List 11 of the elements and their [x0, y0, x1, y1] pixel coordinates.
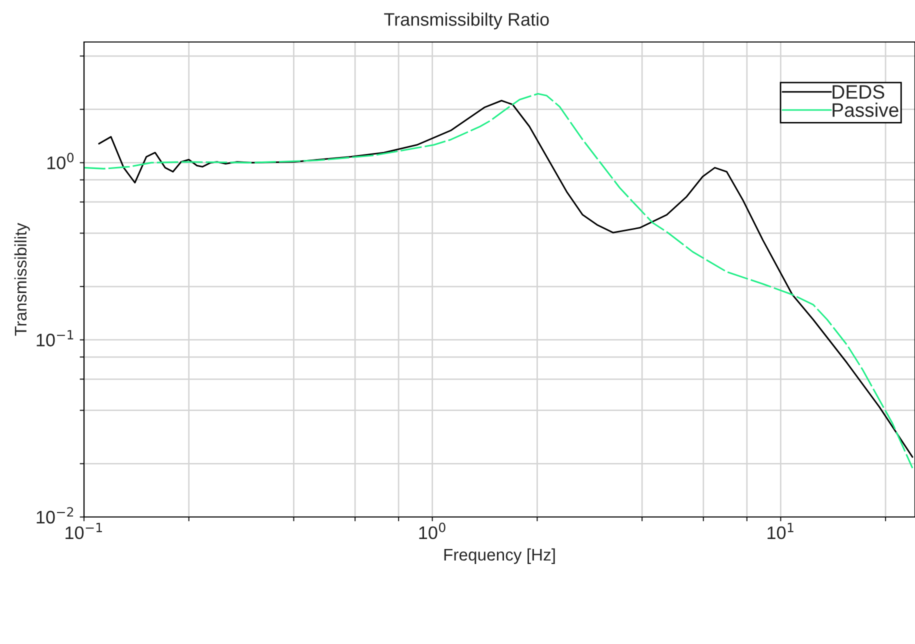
legend-label: Passive [832, 102, 898, 117]
y-tick-label: 10$^{−2}$ [36, 507, 74, 524]
chart-title: Transmissibilty Ratio [384, 12, 549, 30]
x-tick-label: 10$^{−1}$ [66, 522, 102, 540]
x-tick-label: 10$^{0}$ [419, 522, 446, 540]
x-tick-label: 10$^{1}$ [768, 522, 794, 540]
x-axis-title: Frequency [Hz] [444, 548, 555, 564]
y-tick-label: 10$^{−1}$ [36, 330, 74, 346]
y-tick-label: 10$^{0}$ [47, 152, 74, 170]
y-axis-title: Transmissibility [14, 222, 30, 336]
legend-label: DEDS [832, 85, 884, 99]
